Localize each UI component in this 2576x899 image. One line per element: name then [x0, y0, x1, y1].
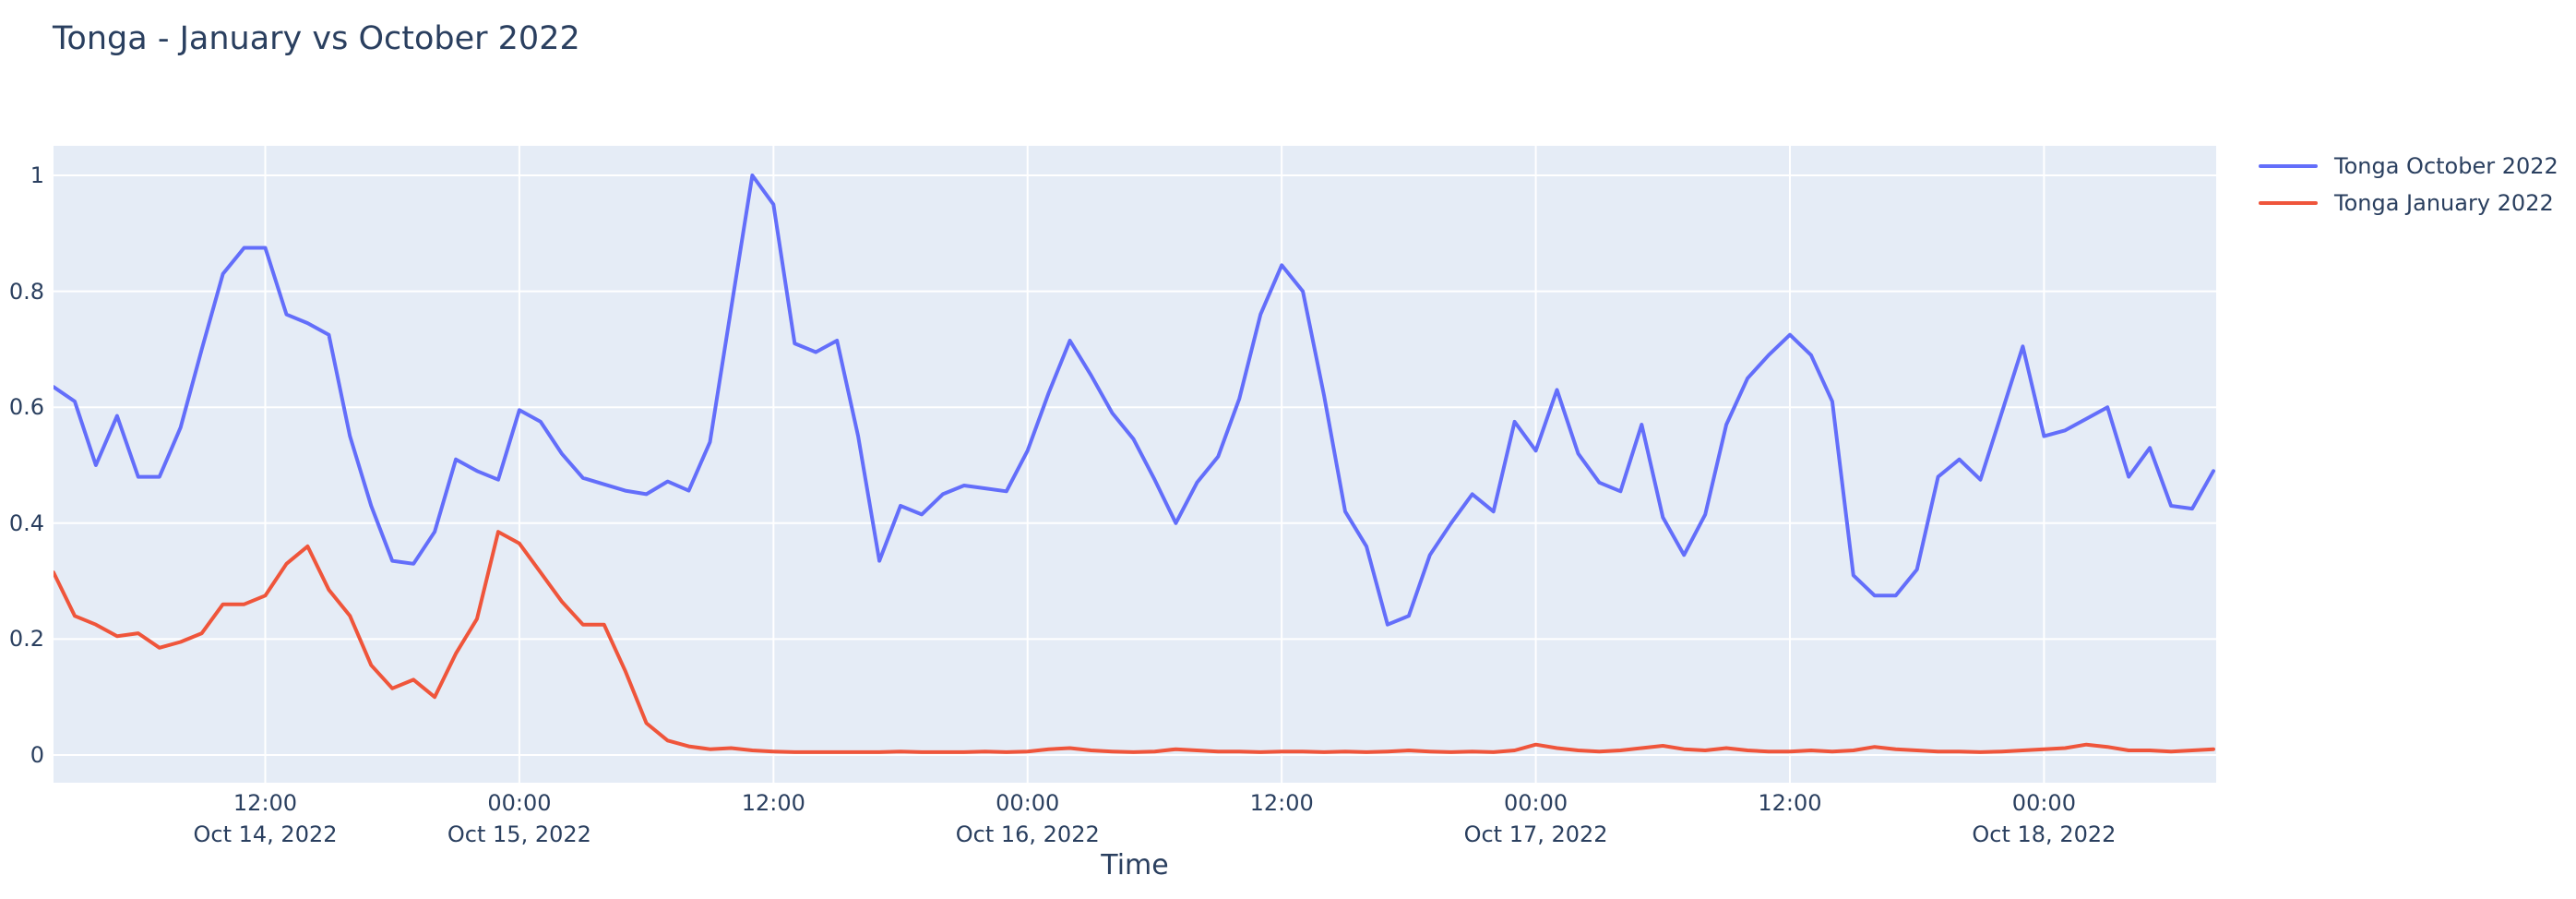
x-tick-time-label: 00:00 — [1503, 790, 1568, 816]
x-tick-time-label: 12:00 — [1758, 790, 1822, 816]
y-tick-label: 0.2 — [8, 626, 44, 653]
legend-line-swatch — [2259, 201, 2318, 205]
series-line-tonga-january-2022[interactable] — [54, 530, 2215, 754]
y-tick-label: 1 — [30, 162, 44, 188]
y-tick-label: 0.4 — [8, 509, 44, 536]
y-tick-label: 0 — [30, 742, 44, 768]
x-tick-time-label: 00:00 — [487, 790, 552, 816]
x-tick-date-label: Oct 18, 2022 — [1972, 821, 2117, 847]
legend-item-tonga-october-2022[interactable]: Tonga October 2022 — [2259, 148, 2558, 185]
series-line-tonga-october-2022[interactable] — [54, 174, 2215, 627]
y-tick-label: 0.8 — [8, 278, 44, 305]
x-tick-time-label: 12:00 — [233, 790, 298, 816]
x-tick-time-label: 00:00 — [2011, 790, 2076, 816]
plot-svg — [54, 146, 2216, 783]
x-tick-time-label: 12:00 — [741, 790, 805, 816]
x-tick-date-label: Oct 17, 2022 — [1463, 821, 1608, 847]
chart-title: Tonga - January vs October 2022 — [53, 20, 580, 57]
x-tick-date-label: Oct 16, 2022 — [955, 821, 1100, 847]
legend-label: Tonga January 2022 — [2334, 190, 2554, 216]
series-lines — [54, 174, 2215, 754]
y-tick-label: 0.6 — [8, 394, 44, 421]
legend: Tonga October 2022 Tonga January 2022 — [2259, 148, 2558, 222]
x-tick-time-label: 00:00 — [996, 790, 1060, 816]
x-tick-date-label: Oct 15, 2022 — [447, 821, 591, 847]
legend-line-swatch — [2259, 164, 2318, 168]
legend-item-tonga-january-2022[interactable]: Tonga January 2022 — [2259, 185, 2558, 222]
legend-label: Tonga October 2022 — [2334, 153, 2558, 179]
x-tick-date-label: Oct 14, 2022 — [193, 821, 338, 847]
gridlines — [54, 146, 2216, 783]
x-tick-time-label: 12:00 — [1249, 790, 1314, 816]
plot-area[interactable] — [54, 146, 2216, 783]
x-axis-title: Time — [1101, 849, 1169, 881]
